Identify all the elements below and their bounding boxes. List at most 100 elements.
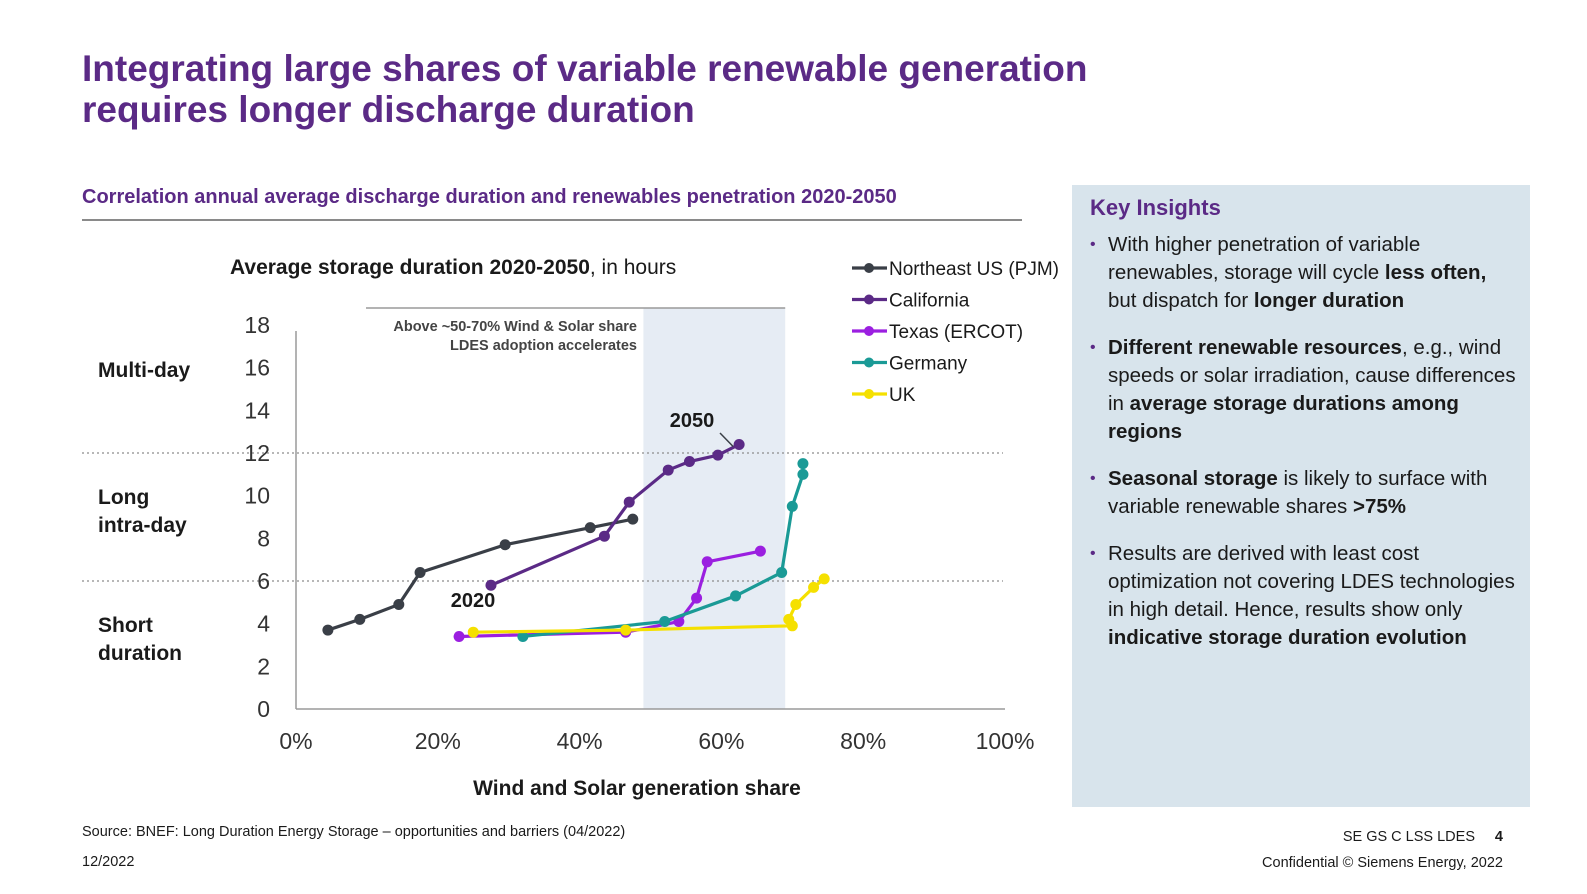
series-point-3 <box>659 616 671 628</box>
insight-item: With higher penetration of variable rene… <box>1090 231 1516 315</box>
key-insights-list: With higher penetration of variable rene… <box>1090 231 1516 652</box>
series-point-0 <box>627 513 639 525</box>
series-point-0 <box>354 613 366 625</box>
y-tick-label: 16 <box>244 355 270 381</box>
insight-text: Results are derived with least cost opti… <box>1108 542 1515 621</box>
category-label-line: Short <box>98 614 153 637</box>
y-tick-label: 8 <box>257 525 270 551</box>
category-label-line: Long <box>98 486 149 509</box>
chart-title-rest: , in hours <box>590 256 676 279</box>
x-tick-label: 80% <box>840 728 886 754</box>
highlight-band <box>643 308 786 709</box>
legend-swatch-marker <box>864 263 874 273</box>
series-point-0 <box>393 598 405 610</box>
series-point-3 <box>797 458 809 470</box>
category-label: Long intra-day <box>98 486 187 537</box>
series-point-4 <box>818 573 830 585</box>
legend-label: California <box>889 291 970 312</box>
legend-swatch-marker <box>864 357 874 368</box>
chart-title: Average storage duration 2020-2050, in h… <box>230 256 676 279</box>
insight-text-bold: Different renewable resources <box>1108 336 1402 359</box>
key-insights-title: Key Insights <box>1090 195 1221 220</box>
duration-chart: Above ~50-70% Wind & Solar share LDES ado… <box>82 256 1059 800</box>
legend-swatch-marker <box>864 326 874 336</box>
series-point-3 <box>797 468 809 480</box>
series-point-0 <box>414 566 426 578</box>
highlight-band-label: LDES adoption accelerates <box>450 338 637 354</box>
footer-source: Source: BNEF: Long Duration Energy Stora… <box>82 824 626 840</box>
x-tick-label: 0% <box>279 728 312 754</box>
series-line-0 <box>327 517 634 632</box>
series-point-1 <box>662 464 674 476</box>
series-point-2 <box>691 592 703 604</box>
y-tick-label: 2 <box>257 653 270 679</box>
insight-text-bold: >75% <box>1353 495 1407 518</box>
category-label-line: duration <box>98 642 182 665</box>
y-tick-label: 12 <box>244 440 270 466</box>
insight-text: but dispatch for <box>1108 289 1254 312</box>
legend-label: Northeast US (PJM) <box>889 259 1059 280</box>
series-point-1 <box>623 496 635 508</box>
series-point-3 <box>730 590 742 602</box>
x-axis-label: Wind and Solar generation share <box>473 777 801 800</box>
footer-date: 12/2022 <box>82 854 135 870</box>
legend-label: Texas (ERCOT) <box>889 322 1023 343</box>
legend-label: Germany <box>889 354 968 375</box>
annotation-2050: 2050 <box>670 410 715 432</box>
insight-text: With higher penetration of variable rene… <box>1108 233 1421 284</box>
y-tick-label: 6 <box>257 568 270 594</box>
series-point-4 <box>790 598 802 610</box>
series-point-2 <box>453 630 465 642</box>
annotation-2050-pointer <box>719 432 734 447</box>
insight-item: Seasonal storage is likely to surface wi… <box>1090 465 1516 521</box>
series-point-4 <box>808 581 820 593</box>
series-point-1 <box>712 449 724 461</box>
insight-item: Different renewable resources, e.g., win… <box>1090 334 1516 446</box>
series-point-3 <box>517 630 529 642</box>
insight-text: is likely to surface with variable renew… <box>1108 467 1488 518</box>
page-title: Integrating large shares of variable ren… <box>82 48 1088 130</box>
annotation-2020: 2020 <box>451 590 496 612</box>
series-point-0 <box>499 539 511 551</box>
chart-title-bold: Average storage duration 2020-2050 <box>230 256 590 279</box>
series-point-0 <box>322 624 334 636</box>
legend-swatch-marker <box>864 294 874 305</box>
insight-text: , e.g., wind speeds or solar irradiation… <box>1108 336 1516 415</box>
series-point-2 <box>701 556 713 568</box>
series-point-4 <box>620 624 632 636</box>
category-label: Multi-day <box>98 359 190 382</box>
insight-item: Results are derived with least cost opti… <box>1090 540 1516 652</box>
key-insights-panel: Key Insights With higher penetration of … <box>1072 185 1530 807</box>
insight-text-bold: average storage durations among regions <box>1108 392 1459 443</box>
series-point-1 <box>598 530 610 542</box>
footer-confidential: Confidential © Siemens Energy, 2022 <box>1262 855 1503 871</box>
chart-subtitle: Correlation annual average discharge dur… <box>82 186 897 208</box>
insight-text-bold: less often, <box>1384 261 1487 284</box>
x-tick-label: 20% <box>415 728 461 754</box>
series-point-3 <box>776 566 788 578</box>
y-tick-label: 0 <box>257 696 270 722</box>
series-point-0 <box>584 522 596 534</box>
footer-doc-code: SE GS C LSS LDES <box>1342 829 1475 845</box>
y-tick-label: 10 <box>244 483 270 509</box>
category-label: Short duration <box>98 614 182 665</box>
series-line-2 <box>459 549 761 639</box>
legend-swatch-marker <box>864 389 874 399</box>
x-tick-label: 100% <box>976 728 1035 754</box>
series-point-4 <box>783 613 795 625</box>
insight-text-bold: indicative storage duration evolution <box>1108 626 1467 649</box>
series-point-3 <box>786 500 798 512</box>
series-point-4 <box>467 626 479 638</box>
series-point-2 <box>754 545 766 557</box>
footer-page-number: 4 <box>1494 829 1503 845</box>
x-tick-label: 60% <box>698 728 744 754</box>
insight-text-bold: Seasonal storage <box>1108 467 1278 490</box>
y-tick-label: 4 <box>257 611 270 637</box>
y-tick-label: 14 <box>244 397 270 423</box>
x-tick-label: 40% <box>557 728 603 754</box>
series-point-1 <box>485 579 497 591</box>
series-point-1 <box>683 456 695 468</box>
y-tick-label: 18 <box>244 312 270 338</box>
series-point-1 <box>733 438 745 450</box>
insight-text-bold: longer duration <box>1253 289 1405 312</box>
